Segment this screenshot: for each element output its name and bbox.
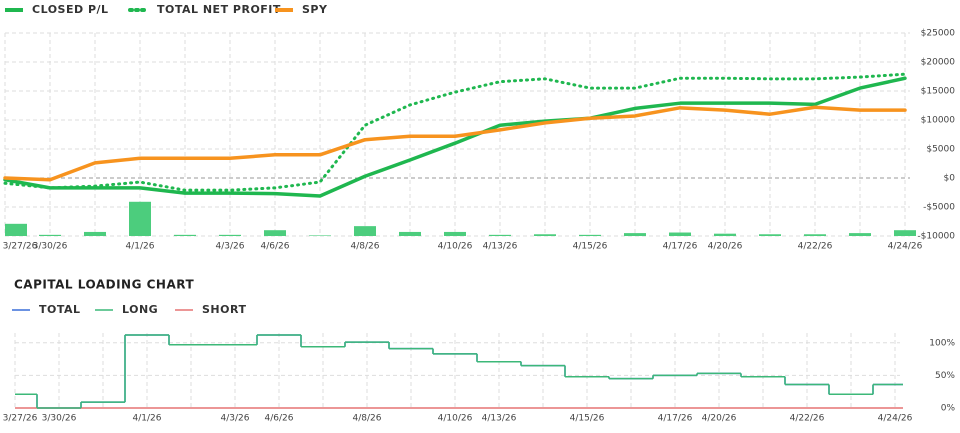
x-tick-label: 4/22/26 — [790, 414, 825, 424]
bar — [894, 230, 916, 236]
x-tick-label: 4/3/26 — [216, 242, 245, 252]
x-tick-label: 4/20/26 — [702, 414, 737, 424]
bar — [129, 201, 151, 236]
bar — [714, 233, 736, 236]
y-tick-label: $15000 — [921, 87, 956, 97]
x-tick-label: 4/8/26 — [351, 242, 380, 252]
x-tick-label: 4/8/26 — [353, 414, 382, 424]
x-tick-label: 4/13/26 — [482, 414, 517, 424]
x-tick-label: 4/13/26 — [483, 242, 518, 252]
bar — [759, 234, 781, 236]
bar — [39, 234, 61, 236]
x-tick-label: 4/24/26 — [878, 414, 913, 424]
series-line — [3, 72, 907, 192]
y-tick-label: $5000 — [926, 145, 955, 155]
bar — [489, 234, 511, 236]
x-tick-label: 4/17/26 — [658, 414, 693, 424]
x-tick-label: 4/6/26 — [261, 242, 290, 252]
x-tick-label: 4/6/26 — [265, 414, 294, 424]
bar — [444, 231, 466, 236]
x-tick-label: 4/10/26 — [438, 242, 473, 252]
chart-title: CAPITAL LOADING CHART — [14, 278, 194, 292]
x-tick-label: 4/24/26 — [888, 242, 923, 252]
x-tick-label: 4/15/26 — [570, 414, 605, 424]
y-tick-label: 100% — [929, 338, 955, 348]
bar — [354, 226, 376, 236]
y-tick-label: $10000 — [921, 116, 956, 126]
x-tick-label: 3/27/26 — [3, 414, 38, 424]
bar — [219, 234, 241, 236]
y-tick-label: -$10000 — [917, 232, 955, 242]
y-tick-label: $0 — [944, 174, 956, 184]
bar — [804, 234, 826, 236]
bar — [5, 223, 27, 236]
y-tick-label: $25000 — [921, 29, 956, 39]
bar — [84, 231, 106, 236]
x-tick-label: 4/10/26 — [438, 414, 473, 424]
y-tick-label: 50% — [935, 371, 955, 381]
legend-label: TOTAL NET PROFIT — [157, 3, 281, 16]
x-tick-label: 4/1/26 — [133, 414, 162, 424]
legend-label: TOTAL — [39, 303, 81, 316]
legend-label: LONG — [122, 303, 158, 316]
bar — [309, 235, 331, 236]
bar — [669, 232, 691, 236]
bar — [174, 234, 196, 236]
bar — [849, 233, 871, 236]
x-tick-label: 4/20/26 — [708, 242, 743, 252]
bar — [264, 230, 286, 236]
x-tick-label: 4/15/26 — [573, 242, 608, 252]
x-tick-label: 4/1/26 — [126, 242, 155, 252]
y-tick-label: 0% — [941, 404, 956, 414]
legend-label: SHORT — [202, 303, 246, 316]
x-tick-label: 4/22/26 — [798, 242, 833, 252]
bar — [579, 234, 601, 236]
bar — [534, 234, 556, 236]
legend-label: SPY — [302, 3, 328, 16]
bar — [399, 231, 421, 236]
x-tick-label: 3/27/26 — [3, 242, 38, 252]
legend-label: CLOSED P/L — [32, 3, 109, 16]
x-tick-label: 4/17/26 — [663, 242, 698, 252]
x-tick-label: 3/30/26 — [33, 242, 68, 252]
x-tick-label: 4/3/26 — [221, 414, 250, 424]
y-tick-label: -$5000 — [923, 203, 955, 213]
x-tick-label: 3/30/26 — [42, 414, 77, 424]
series-line — [3, 105, 907, 182]
series-line — [3, 76, 907, 198]
bar — [624, 233, 646, 236]
y-tick-label: $20000 — [921, 58, 956, 68]
